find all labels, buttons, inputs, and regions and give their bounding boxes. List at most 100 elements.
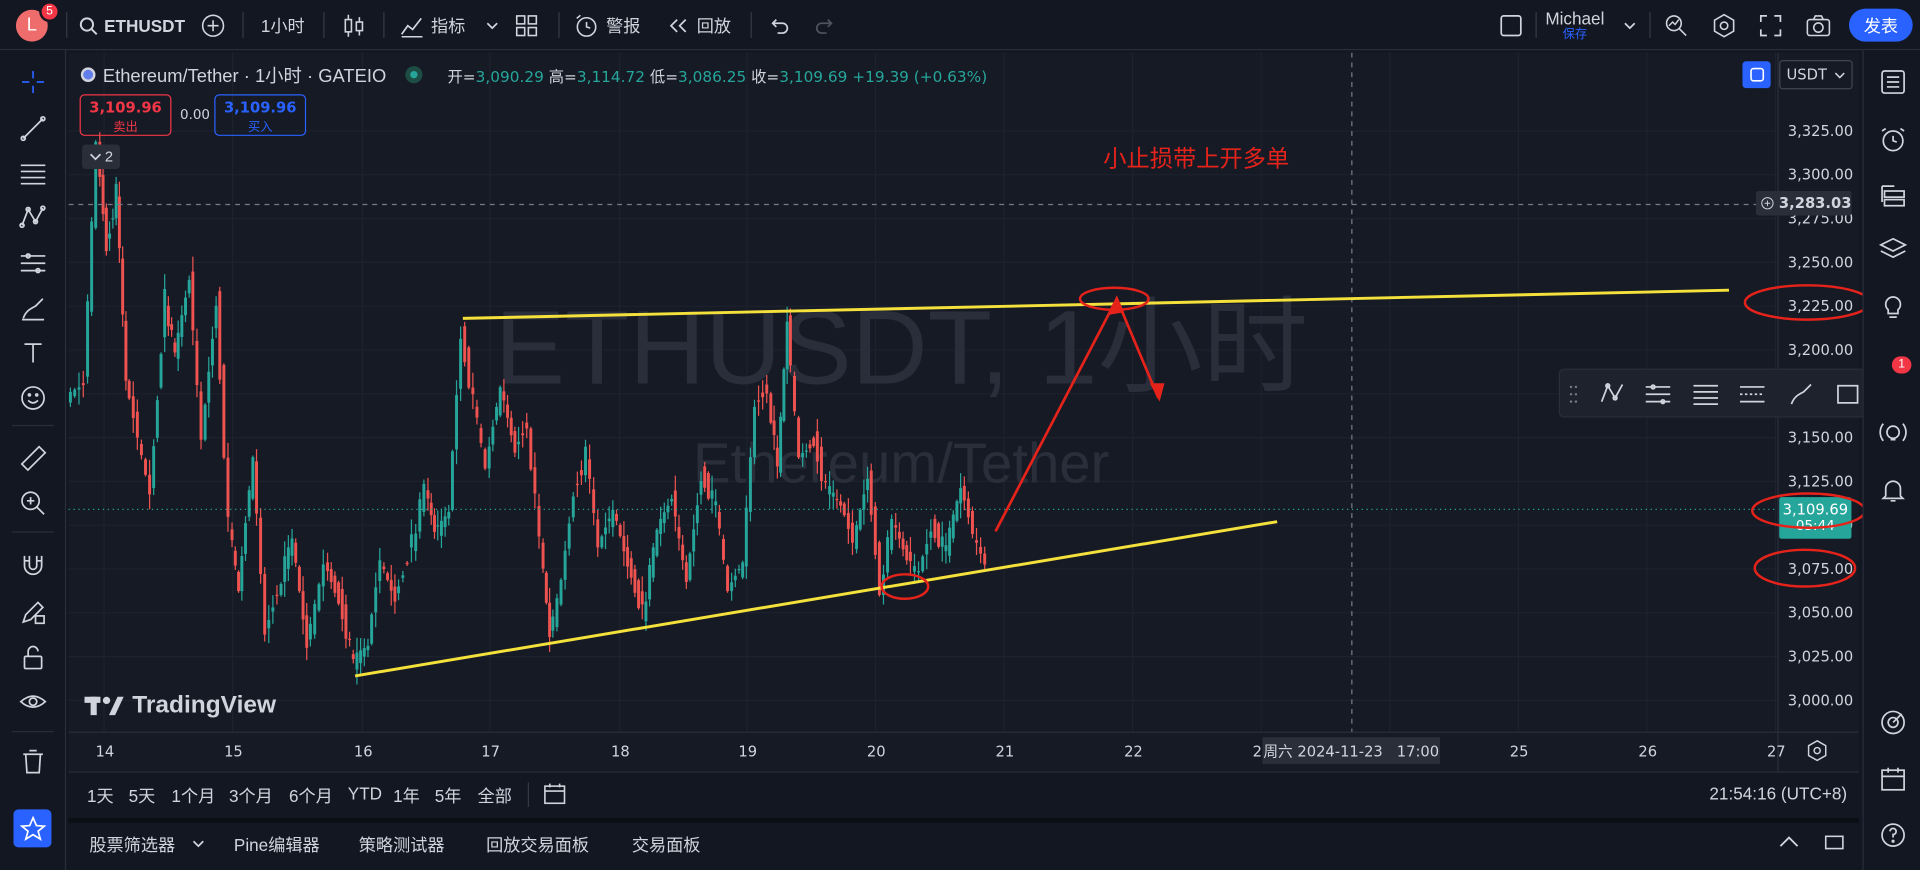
market-status-icon[interactable] [405, 66, 424, 84]
candle-body [259, 517, 263, 575]
snapshot-button[interactable] [1805, 0, 1832, 50]
compare-button[interactable] [200, 0, 227, 50]
target-ellipse[interactable] [1078, 286, 1150, 312]
range-all[interactable]: 全部 [477, 786, 512, 806]
range-1m[interactable]: 1个月 [171, 786, 216, 806]
layout-toggle[interactable] [1499, 0, 1523, 50]
pattern-icon[interactable] [1598, 380, 1627, 409]
range-6m[interactable]: 6个月 [288, 786, 333, 806]
support-ellipse[interactable] [880, 573, 930, 601]
trend-line-tool[interactable] [17, 113, 49, 145]
channel-icon[interactable] [1738, 380, 1767, 409]
streams-button[interactable] [1877, 418, 1909, 450]
watchlist-button[interactable] [1877, 66, 1909, 98]
candle-body [782, 369, 786, 421]
tab-trading-panel[interactable]: 交易面板 [631, 835, 701, 855]
collapse-panel-button[interactable] [1777, 830, 1801, 858]
sync-button[interactable] [1742, 61, 1771, 89]
rectangle-icon[interactable] [1833, 380, 1862, 409]
range-5d[interactable]: 5天 [128, 786, 156, 806]
candle-body [397, 586, 401, 594]
fullscreen-button[interactable] [1758, 0, 1782, 50]
hide-tool[interactable] [17, 686, 49, 718]
emoji-tool[interactable] [17, 382, 49, 414]
horizontal-lines-icon[interactable] [1691, 380, 1720, 409]
user-dropdown[interactable] [1622, 0, 1637, 50]
brush-tool[interactable] [17, 293, 49, 325]
measure-tool[interactable] [17, 442, 49, 474]
forecast-tool[interactable] [17, 247, 49, 279]
user-save-button[interactable]: Michael 保存 [1545, 0, 1604, 50]
indicators-button[interactable]: 指标 [398, 0, 465, 50]
symbol-search[interactable]: ETHUSDT [78, 0, 185, 50]
lock-tool[interactable] [17, 642, 49, 674]
help-button[interactable] [1877, 819, 1909, 851]
calendar-button[interactable] [1877, 763, 1909, 795]
indicators-dropdown[interactable] [485, 0, 500, 50]
favorites-button[interactable] [13, 809, 52, 848]
range-1y[interactable]: 1年 [393, 786, 420, 806]
currency-select[interactable]: USDT [1779, 60, 1853, 90]
alerts-panel-button[interactable] [1877, 124, 1909, 156]
ideas-button[interactable] [1877, 290, 1909, 322]
range-5y[interactable]: 5年 [434, 786, 462, 806]
range-ytd[interactable]: YTD [347, 783, 383, 804]
maximize-panel-button[interactable] [1822, 830, 1846, 858]
interval-button[interactable]: 1小时 [261, 0, 305, 50]
undo-button[interactable] [767, 0, 791, 50]
candle-body [741, 562, 745, 578]
redo-button[interactable] [813, 0, 837, 50]
price-chart[interactable]: ETHUSDT, 1小时 Ethereum/Tether 小止损带上开多单 3,… [68, 52, 1859, 816]
settings-button[interactable] [1711, 0, 1738, 50]
range-3m[interactable]: 3个月 [228, 786, 273, 806]
replay-button[interactable]: 回放 [666, 0, 731, 50]
dom-button[interactable] [1877, 707, 1909, 739]
candle-body [706, 473, 710, 499]
resistance-line[interactable] [462, 288, 1730, 320]
zoom-tool[interactable] [17, 487, 49, 519]
range-1d[interactable]: 1天 [86, 786, 114, 806]
tab-pine-editor[interactable]: Pine编辑器 [233, 835, 320, 855]
projection-icon[interactable] [1643, 380, 1672, 409]
crosshair-tool[interactable] [17, 66, 49, 98]
stay-drawing-tool[interactable] [17, 596, 49, 628]
y-tick-label: 3,150.00 [1788, 430, 1853, 447]
candle-body [81, 383, 85, 386]
user-avatar[interactable]: L 5 [15, 0, 61, 50]
legend-collapse-button[interactable]: 2 [82, 144, 121, 169]
candle-body [159, 354, 163, 388]
support-line[interactable] [354, 520, 1278, 678]
annotation-text[interactable]: 小止损带上开多单 [1103, 146, 1289, 173]
candle-body [77, 387, 81, 390]
sell-button[interactable]: 3,109.96 卖出 [79, 94, 172, 136]
delete-tool[interactable] [17, 746, 49, 778]
candle-body [659, 518, 663, 534]
pattern-tool[interactable] [17, 202, 49, 234]
goto-date-button[interactable] [542, 781, 566, 809]
alert-button[interactable]: 警报 [573, 0, 640, 50]
text-tool[interactable] [17, 337, 49, 369]
object-tree-button[interactable] [1877, 179, 1909, 211]
tab-strategy-tester[interactable]: 策略测试器 [358, 835, 445, 855]
layers-button[interactable] [1877, 234, 1909, 266]
quick-search-button[interactable] [1663, 0, 1690, 50]
fib-tool[interactable] [17, 158, 49, 190]
publish-button[interactable]: 发表 [1848, 8, 1913, 42]
series-title[interactable]: Ethereum/Tether · 1小时 · GATEIO [102, 65, 387, 87]
drag-handle-icon[interactable] [1567, 380, 1579, 409]
brush-icon[interactable] [1787, 380, 1816, 409]
chart-type-button[interactable] [340, 0, 367, 50]
gear-icon [1713, 13, 1735, 38]
tab-replay-panel[interactable]: 回放交易面板 [486, 835, 589, 855]
tradingview-logo[interactable]: TradingView [83, 692, 276, 720]
buy-button[interactable]: 3,109.96 买入 [214, 94, 307, 136]
axis-settings-button[interactable] [1805, 738, 1829, 766]
plus-circle-icon[interactable] [1761, 195, 1774, 212]
notifications-button[interactable] [1877, 474, 1909, 506]
timezone-clock[interactable]: 21:54:16 (UTC+8) [1709, 783, 1848, 804]
screener-dropdown[interactable] [192, 834, 204, 854]
chart-pane[interactable]: ETHUSDT, 1小时 Ethereum/Tether 小止损带上开多单 3,… [68, 52, 1872, 816]
magnet-tool[interactable] [17, 550, 49, 582]
templates-button[interactable] [514, 0, 538, 50]
tab-screener[interactable]: 股票筛选器 [89, 835, 176, 855]
